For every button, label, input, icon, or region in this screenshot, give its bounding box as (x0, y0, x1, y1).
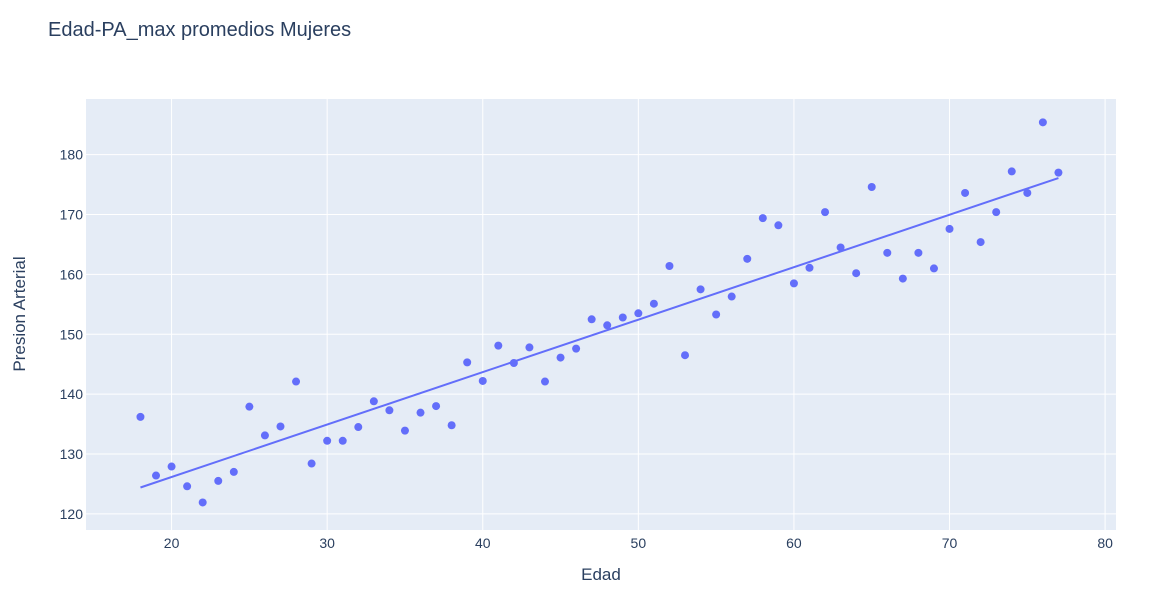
x-gridlines (171, 99, 1106, 530)
data-point[interactable] (649, 299, 658, 308)
data-point[interactable] (758, 214, 767, 223)
data-point[interactable] (681, 351, 690, 360)
data-point[interactable] (805, 263, 814, 272)
data-point[interactable] (992, 208, 1001, 217)
x-axis-title: Edad (581, 565, 621, 584)
x-tick-labels: 20 30 40 50 60 70 80 (164, 535, 1113, 551)
data-point[interactable] (307, 459, 316, 468)
data-point[interactable] (167, 462, 176, 471)
data-point[interactable] (774, 221, 783, 230)
plot-background (86, 99, 1116, 530)
data-point[interactable] (214, 476, 223, 485)
trend-line-group (140, 177, 1059, 489)
data-point[interactable] (1038, 118, 1047, 127)
data-point[interactable] (509, 358, 518, 367)
y-tick-labels: 120 130 140 150 160 170 180 (60, 147, 84, 522)
data-point[interactable] (821, 208, 830, 217)
y-axis-title: Presion Arterial (10, 256, 29, 371)
data-point[interactable] (914, 248, 923, 257)
data-point[interactable] (898, 274, 907, 283)
data-point[interactable] (867, 182, 876, 191)
data-point[interactable] (727, 292, 736, 301)
data-point[interactable] (665, 262, 674, 271)
x-tick-label: 20 (164, 535, 180, 551)
data-point[interactable] (743, 254, 752, 263)
y-tick-label: 130 (60, 446, 84, 462)
data-point[interactable] (634, 309, 643, 318)
data-point[interactable] (385, 406, 394, 415)
y-tick-label: 140 (60, 386, 84, 402)
y-tick-label: 150 (60, 326, 84, 342)
data-point[interactable] (245, 402, 254, 411)
y-tick-label: 170 (60, 207, 84, 223)
data-point[interactable] (292, 377, 301, 386)
x-tick-label: 80 (1097, 535, 1113, 551)
data-point[interactable] (400, 426, 409, 435)
data-point[interactable] (852, 269, 861, 278)
data-point[interactable] (618, 313, 627, 322)
data-point[interactable] (494, 341, 503, 350)
data-point[interactable] (260, 431, 269, 440)
data-point[interactable] (976, 238, 985, 247)
data-point[interactable] (572, 344, 581, 353)
data-point[interactable] (276, 422, 285, 431)
data-point[interactable] (789, 279, 798, 288)
data-point[interactable] (354, 423, 363, 432)
data-point[interactable] (556, 353, 565, 362)
data-point[interactable] (712, 310, 721, 319)
data-point[interactable] (945, 224, 954, 233)
data-point[interactable] (198, 498, 207, 507)
chart-title: Edad-PA_max promedios Mujeres (48, 19, 351, 41)
data-point[interactable] (323, 436, 332, 445)
y-tick-label: 120 (60, 506, 84, 522)
data-point[interactable] (961, 188, 970, 197)
x-tick-label: 30 (319, 535, 335, 551)
data-point[interactable] (603, 321, 612, 330)
data-point[interactable] (338, 436, 347, 445)
x-tick-label: 70 (942, 535, 958, 551)
data-point[interactable] (696, 285, 705, 294)
x-tick-label: 50 (631, 535, 647, 551)
x-tick-label: 40 (475, 535, 491, 551)
data-point[interactable] (369, 397, 378, 406)
data-point[interactable] (1054, 168, 1063, 177)
data-point[interactable] (540, 377, 549, 386)
data-point[interactable] (463, 358, 472, 367)
y-tick-label: 180 (60, 147, 84, 163)
data-point[interactable] (883, 248, 892, 257)
data-point[interactable] (929, 264, 938, 273)
data-point[interactable] (478, 376, 487, 385)
data-point[interactable] (836, 243, 845, 252)
data-point[interactable] (525, 343, 534, 352)
y-gridlines (86, 154, 1116, 515)
data-point[interactable] (1023, 188, 1032, 197)
data-point[interactable] (1007, 167, 1016, 176)
data-point[interactable] (432, 402, 441, 411)
x-tick-label: 60 (786, 535, 802, 551)
data-point[interactable] (136, 412, 145, 421)
data-point[interactable] (152, 471, 161, 480)
data-point[interactable] (229, 467, 238, 476)
trend-line (140, 177, 1059, 489)
data-point[interactable] (447, 421, 456, 430)
data-point[interactable] (183, 482, 192, 491)
y-tick-label: 160 (60, 266, 84, 282)
data-point[interactable] (587, 315, 596, 324)
data-point[interactable] (416, 408, 425, 417)
data-points (136, 118, 1063, 507)
